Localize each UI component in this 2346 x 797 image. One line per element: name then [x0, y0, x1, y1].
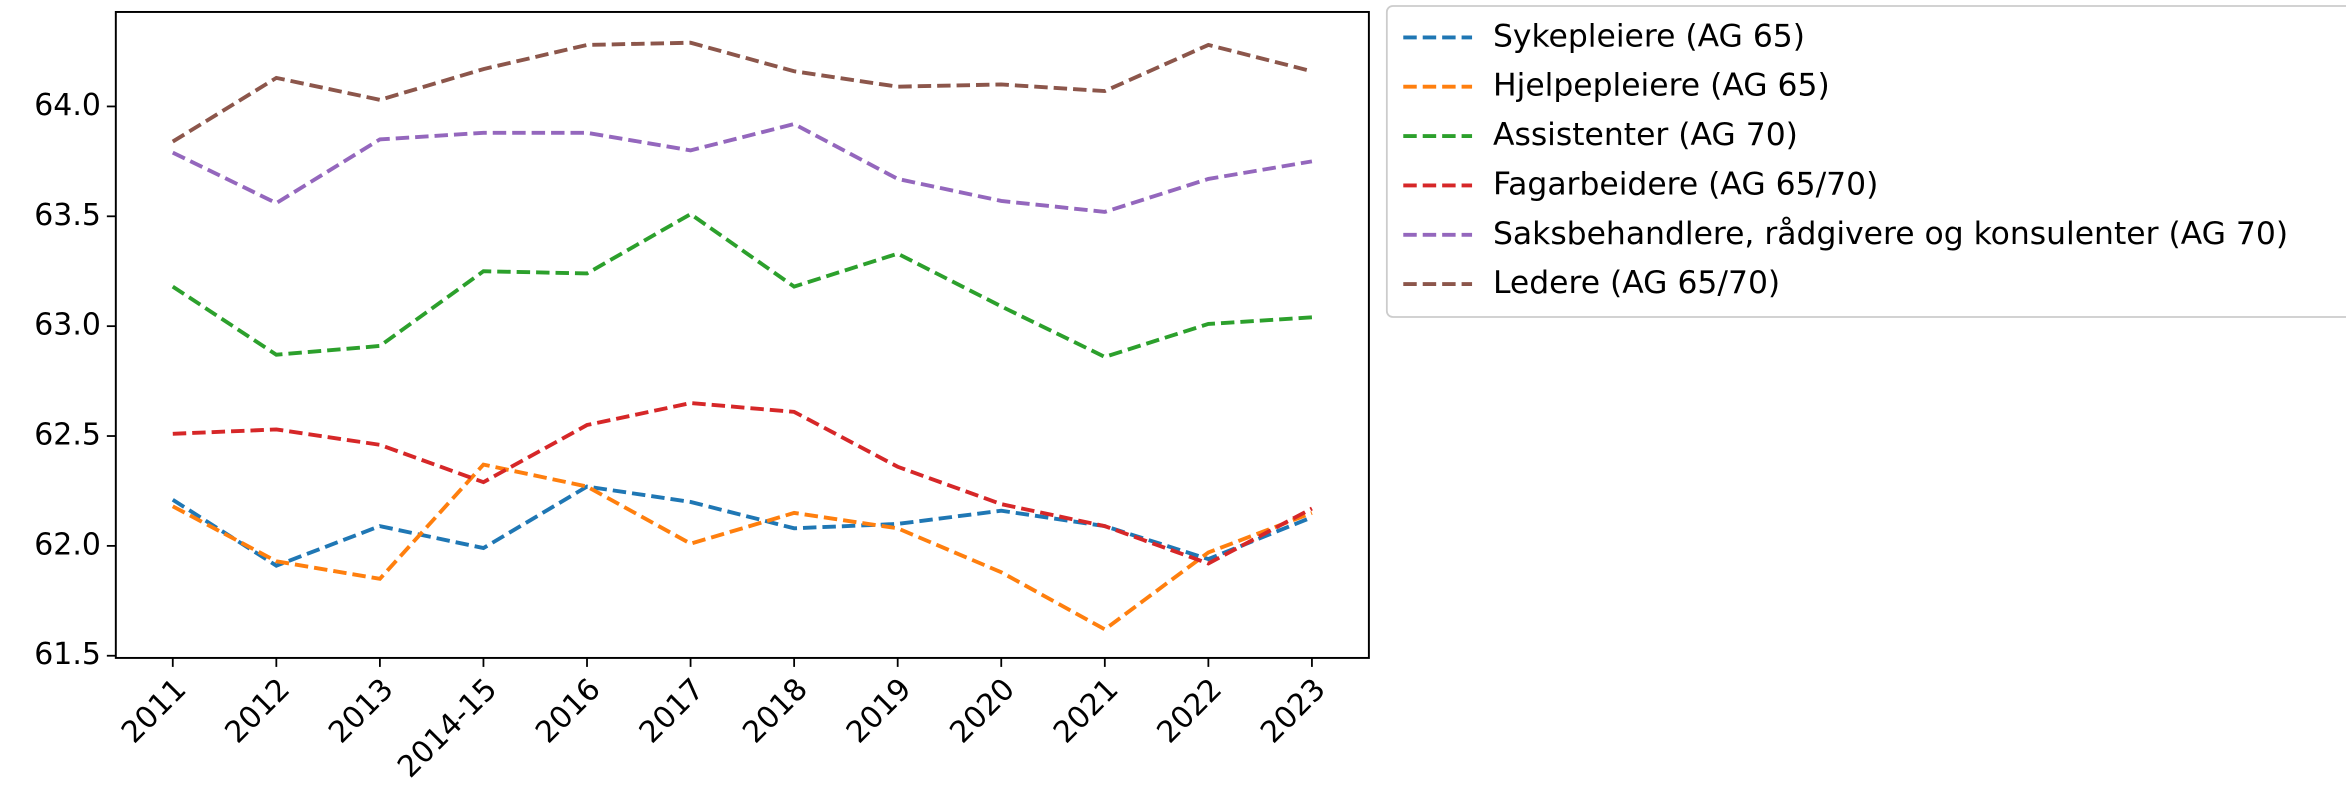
series-line	[171, 211, 1313, 360]
y-tick-label: 63.5	[34, 198, 101, 233]
legend-label: Assistenter (AG 70)	[1493, 117, 1798, 153]
y-tick-label: 63.0	[34, 308, 101, 343]
legend: Sykepleiere (AG 65) Hjelpepleiere (AG 65)…	[1385, 5, 2346, 318]
plot-frame	[114, 10, 1370, 659]
legend-label: Ledere (AG 65/70)	[1493, 265, 1780, 301]
legend-box	[1385, 5, 2346, 318]
legend-label: Hjelpepleiere (AG 65)	[1493, 68, 1830, 104]
y-tick-label: 61.5	[34, 637, 101, 672]
series-line	[171, 462, 1313, 632]
series-line	[171, 121, 1313, 214]
legend-label: Sykepleiere (AG 65)	[1493, 18, 1805, 54]
legend-label: Saksbehandlere, rådgivere og konsulenter…	[1493, 215, 2288, 252]
y-tick-label: 62.0	[34, 527, 101, 562]
series-line	[172, 401, 1313, 566]
series-line	[171, 40, 1313, 144]
legend-label: Fagarbeidere (AG 65/70)	[1493, 166, 1878, 202]
y-tick-label: 62.5	[34, 418, 101, 453]
y-tick-label: 64.0	[34, 88, 101, 123]
